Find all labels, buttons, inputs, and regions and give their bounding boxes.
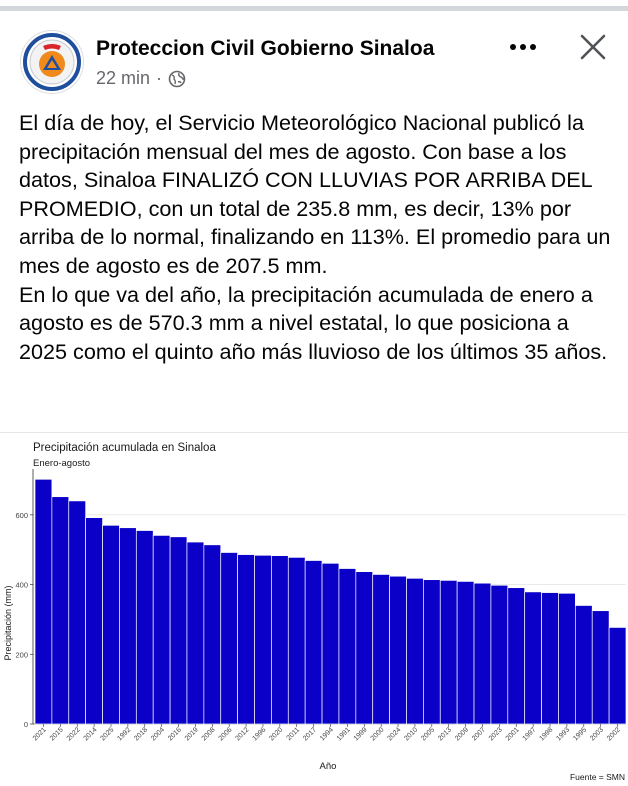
chart-bar xyxy=(541,592,559,725)
post-meta: 22 min · xyxy=(96,68,186,89)
chart-bar xyxy=(220,552,238,725)
chart-x-tick-label: 2009 xyxy=(454,726,470,742)
chart-bar xyxy=(406,577,424,725)
chart-x-tick-label: 2005 xyxy=(420,726,436,742)
meta-separator: · xyxy=(156,68,163,88)
chart-bar xyxy=(34,478,53,725)
chart-y-tick-label: 0 xyxy=(24,720,28,729)
chart-x-tick-label: 1996 xyxy=(251,726,267,742)
chart-x-tick-label: 1994 xyxy=(319,726,335,742)
chart-y-tick-label: 400 xyxy=(15,581,28,590)
chart-bar xyxy=(304,560,323,725)
chart-bar xyxy=(574,605,593,725)
chart-x-tick-label: 2000 xyxy=(370,726,386,742)
page-avatar[interactable] xyxy=(20,30,84,94)
chart-x-tick-label: 1993 xyxy=(555,726,571,742)
chart-bar xyxy=(169,536,188,725)
chart-subtitle: Enero-agosto xyxy=(33,458,90,469)
post-paragraph-1: El día de hoy, el Servicio Meteorológico… xyxy=(19,110,611,278)
chart-bar xyxy=(237,554,255,725)
chart-bar xyxy=(119,527,137,725)
chart-x-tick-label: 2004 xyxy=(150,726,166,742)
more-options-icon[interactable] xyxy=(505,36,541,58)
chart-x-tick-label: 1997 xyxy=(522,726,538,742)
chart-bar xyxy=(186,541,205,725)
chart-x-tick-label: 2007 xyxy=(471,726,487,742)
chart-x-tick-label: 1998 xyxy=(538,726,554,742)
chart-x-tick-label: 2003 xyxy=(589,726,605,742)
chart-x-tick-label: 2012 xyxy=(235,726,251,742)
chart-y-tick-label: 600 xyxy=(15,511,28,520)
chart-x-tick-label: 2023 xyxy=(488,726,504,742)
chart-x-tick-label: 2020 xyxy=(268,726,284,742)
chart-image[interactable]: Precipitación acumulada en Sinaloa Enero… xyxy=(0,432,628,782)
chart-x-tick-label: 2016 xyxy=(167,726,183,742)
chart-bar xyxy=(68,500,87,725)
chart-x-tick-label: 1991 xyxy=(336,726,352,742)
chart-x-tick-label: 2011 xyxy=(286,726,302,742)
chart-bar xyxy=(152,535,171,725)
civil-protection-logo-icon xyxy=(23,33,81,91)
chart-bar xyxy=(456,581,475,725)
chart-bar xyxy=(608,627,627,725)
chart-bar xyxy=(524,591,542,725)
chart-x-tick-label: 2015 xyxy=(49,726,65,742)
top-divider xyxy=(0,0,628,12)
chart-bar xyxy=(51,496,70,725)
chart-bar xyxy=(372,574,390,725)
chart-x-tick-label: 2001 xyxy=(505,726,521,742)
close-icon[interactable] xyxy=(578,32,608,62)
chart-bar xyxy=(473,582,492,725)
chart-x-tick-label: 2014 xyxy=(83,726,99,742)
chart-bar xyxy=(85,517,103,725)
chart-bar xyxy=(490,584,509,725)
chart-bar xyxy=(591,610,610,725)
chart-bar xyxy=(287,557,306,725)
chart-bar xyxy=(203,544,222,725)
chart-title: Precipitación acumulada en Sinaloa xyxy=(33,442,216,454)
page-name-link[interactable]: Proteccion Civil Gobierno Sinaloa xyxy=(96,37,435,60)
precipitation-bar-chart: Precipitación acumulada en Sinaloa Enero… xyxy=(3,442,627,782)
chart-bar xyxy=(439,580,458,725)
chart-x-tick-label: 1992 xyxy=(116,726,132,742)
chart-x-tick-label: 2010 xyxy=(403,726,419,742)
chart-bar xyxy=(423,579,441,725)
chart-bar xyxy=(254,554,272,725)
chart-bar xyxy=(389,575,407,725)
chart-x-tick-label: 2008 xyxy=(201,726,217,742)
chart-x-tick-label: 2021 xyxy=(32,726,48,742)
post-body: El día de hoy, el Servicio Meteorológico… xyxy=(19,109,619,366)
chart-x-tick-label: 2024 xyxy=(386,726,402,742)
chart-x-axis-label: Año xyxy=(320,761,337,772)
chart-bar xyxy=(271,555,289,725)
chart-bar xyxy=(338,568,357,725)
chart-x-tick-label: 2002 xyxy=(606,726,622,742)
post-timestamp[interactable]: 22 min xyxy=(96,68,151,88)
globe-icon xyxy=(168,70,186,87)
chart-y-axis-label: Precipitación (mm) xyxy=(3,585,13,660)
chart-x-tick-label: 1995 xyxy=(572,726,588,742)
chart-x-tick-label: 2017 xyxy=(302,726,318,742)
chart-bar xyxy=(355,571,374,725)
chart-source: Fuente = SMN xyxy=(570,772,625,781)
post-paragraph-2: En lo que va del año, la precipitación a… xyxy=(19,281,608,364)
chart-x-tick-label: 2013 xyxy=(437,726,453,742)
chart-x-tick-label: 2025 xyxy=(99,726,115,742)
chart-x-tick-label: 2022 xyxy=(66,726,82,742)
chart-bar xyxy=(558,592,576,725)
chart-bar xyxy=(507,587,526,725)
chart-bar xyxy=(135,530,154,725)
chart-x-tick-label: 1999 xyxy=(353,726,369,742)
chart-x-tick-label: 2018 xyxy=(133,726,149,742)
chart-x-tick-label: 2019 xyxy=(184,726,200,742)
chart-y-tick-label: 200 xyxy=(15,650,28,659)
chart-x-tick-label: 2006 xyxy=(218,726,234,742)
chart-bar xyxy=(102,524,120,725)
chart-bar xyxy=(321,562,340,725)
